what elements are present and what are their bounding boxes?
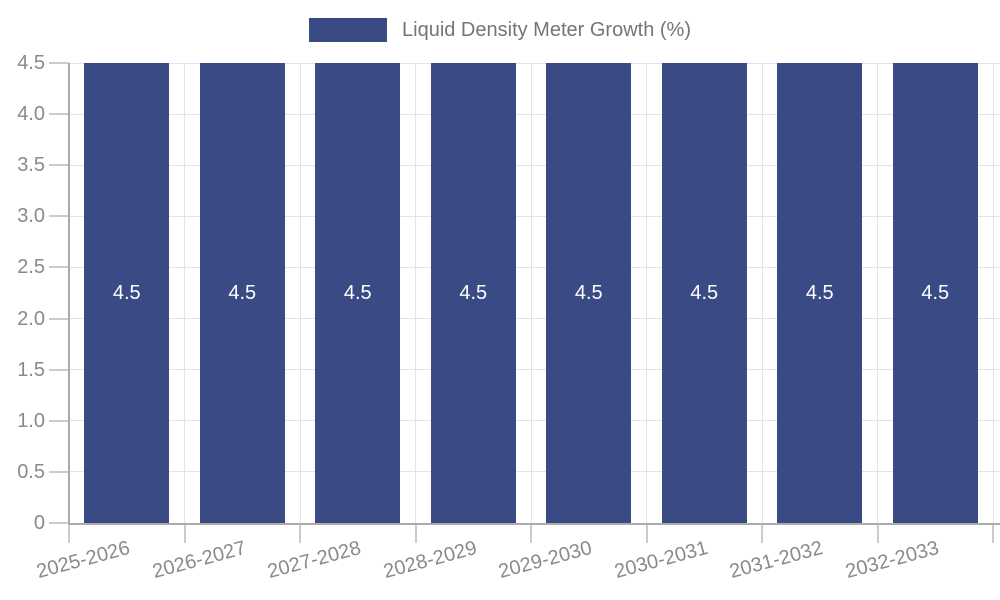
bar-value-label: 4.5 [459,281,488,304]
x-gridline [184,63,185,523]
y-axis-tick-label: 1.0 [17,409,45,432]
y-gridline [69,164,1000,166]
x-axis-category-label: 2028-2029 [380,537,479,584]
x-axis-tick [68,523,70,543]
y-axis-tick-label: 3.5 [17,154,45,177]
bar-value-label: 4.5 [805,281,834,304]
y-axis-tick-label: 0.5 [17,460,45,483]
legend-swatch [309,18,387,42]
bar-2025-2026[interactable]: 4.5 [84,63,170,523]
x-gridline [646,63,647,523]
bar-value-label: 4.5 [228,281,257,304]
y-axis-tick [49,266,69,269]
y-axis-tick-label: 2.5 [17,256,45,279]
bar-2027-2028[interactable]: 4.5 [315,63,401,523]
y-gridline [69,318,1000,320]
y-axis-tick [49,317,69,320]
y-axis-tick-label: 3.0 [17,205,45,228]
legend[interactable]: Liquid Density Meter Growth (%) [0,16,1000,44]
x-gridline [877,63,878,523]
x-axis-category-label: 2032-2033 [842,537,941,584]
y-axis-tick-label: 2.0 [17,307,45,330]
y-gridline [69,369,1000,371]
x-axis-category-label: 2025-2026 [34,537,133,584]
x-gridline [992,63,994,523]
bar-value-label: 4.5 [690,281,719,304]
x-axis-category-label: 2027-2028 [265,537,364,584]
y-axis-tick [49,215,69,218]
bar-value-label: 4.5 [112,281,141,304]
y-axis-tick-label: 4.5 [17,52,45,74]
x-axis-category-label: 2030-2031 [611,537,710,584]
x-axis-category-label: 2031-2032 [727,537,826,584]
y-axis-tick-label: 4.0 [17,103,45,126]
y-axis-line [68,63,70,525]
x-gridline [415,63,416,523]
x-axis-tick [645,523,648,543]
bar-value-label: 4.5 [921,281,950,304]
y-axis-tick [49,368,69,371]
x-axis-line [69,523,1000,525]
bar-2029-2030[interactable]: 4.5 [546,63,632,523]
x-axis-tick [761,523,763,543]
bar-2031-2032[interactable]: 4.5 [777,63,863,523]
y-gridline [69,420,1000,422]
y-gridline [69,113,1000,115]
y-gridline [69,215,1000,217]
x-axis-category-label: 2029-2030 [496,537,595,584]
x-gridline [299,63,301,523]
bar-value-label: 4.5 [343,281,372,304]
y-axis-tick [49,164,69,167]
bar-2032-2033[interactable]: 4.5 [892,63,978,523]
y-gridline [69,62,1000,64]
x-axis-tick [530,523,532,543]
y-axis-tick-label: 0 [33,512,45,534]
bar-value-label: 4.5 [574,281,603,304]
y-axis-tick [49,419,69,422]
x-axis-category-label: 2026-2027 [149,537,248,584]
x-axis-tick [414,523,417,543]
y-gridline [69,266,1000,268]
y-axis-tick-label: 1.5 [17,358,45,381]
x-axis-tick [183,523,186,543]
x-axis-tick [299,523,301,543]
legend-label: Liquid Density Meter Growth (%) [402,18,691,41]
y-axis-tick [49,113,69,116]
x-gridline [761,63,763,523]
bar-2028-2029[interactable]: 4.5 [430,63,516,523]
y-axis-tick [49,522,69,524]
x-gridline [530,63,532,523]
bar-2026-2027[interactable]: 4.5 [199,63,285,523]
x-axis-tick [876,523,879,543]
y-gridline [69,471,1000,473]
x-axis-tick [992,523,994,543]
bar-2030-2031[interactable]: 4.5 [661,63,747,523]
y-axis-tick [49,470,69,473]
y-axis-tick [49,62,69,64]
